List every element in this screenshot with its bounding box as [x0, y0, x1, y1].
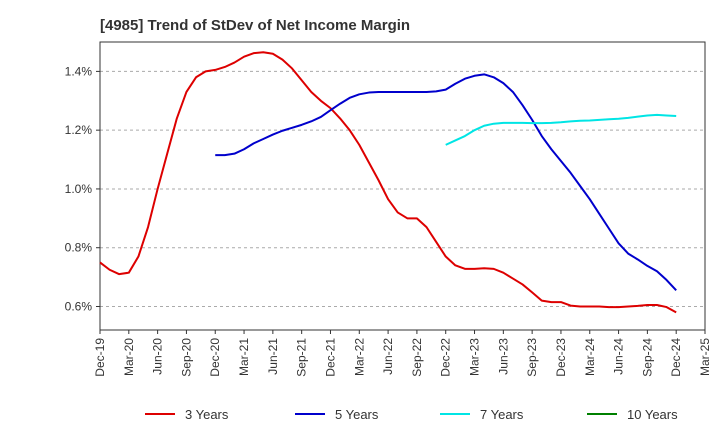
series-line-5-years: [215, 73, 677, 292]
legend-label-10-years: 10 Years: [627, 407, 678, 422]
legend-label-3-years: 3 Years: [185, 407, 229, 422]
x-tick-label: Dec-24: [669, 338, 683, 377]
x-tick-label: Sep-24: [640, 338, 654, 377]
x-tick-label: Sep-22: [410, 338, 424, 377]
legend-label-5-years: 5 Years: [335, 407, 379, 422]
x-tick-label: Mar-22: [352, 338, 366, 376]
x-tick-label: Sep-23: [525, 338, 539, 377]
series-lines: [99, 51, 677, 314]
series-line-3-years: [99, 51, 677, 314]
x-tick-label: Dec-20: [208, 338, 222, 377]
y-tick-label: 1.2%: [65, 123, 93, 137]
y-axis: 0.6% 0.8% 1.0% 1.2% 1.4%: [65, 64, 100, 313]
gridlines: [100, 70, 705, 307]
legend: 3 Years 5 Years 7 Years 10 Years: [145, 407, 678, 422]
x-tick-label: Dec-21: [323, 338, 337, 377]
x-tick-label: Mar-25: [698, 338, 712, 376]
x-axis: Dec-19 Mar-20 Jun-20 Sep-20 Dec-20 Mar-21 Jun-…: [93, 330, 712, 377]
x-tick-label: Mar-21: [237, 338, 251, 376]
x-tick-label: Jun-24: [612, 338, 626, 375]
y-tick-label: 1.4%: [65, 64, 93, 78]
x-tick-label: Mar-24: [583, 338, 597, 376]
x-tick-label: Jun-20: [151, 338, 165, 375]
plot-frame: [99, 41, 706, 331]
x-tick-label: Dec-19: [93, 338, 107, 377]
x-tick-label: Jun-22: [381, 338, 395, 375]
x-tick-label: Mar-20: [122, 338, 136, 376]
series-line-7-years: [445, 113, 677, 146]
x-tick-label: Sep-21: [295, 338, 309, 377]
x-tick-label: Sep-20: [179, 338, 193, 377]
y-tick-label: 0.6%: [65, 299, 93, 313]
chart-title: [4985] Trend of StDev of Net Income Marg…: [100, 17, 410, 34]
x-tick-label: Dec-22: [439, 338, 453, 377]
y-tick-label: 1.0%: [65, 182, 93, 196]
legend-label-7-years: 7 Years: [480, 407, 524, 422]
x-tick-label: Dec-23: [554, 338, 568, 377]
x-tick-label: Jun-21: [266, 338, 280, 375]
x-tick-label: Mar-23: [468, 338, 482, 376]
y-tick-label: 0.8%: [65, 241, 93, 255]
x-tick-label: Jun-23: [496, 338, 510, 375]
